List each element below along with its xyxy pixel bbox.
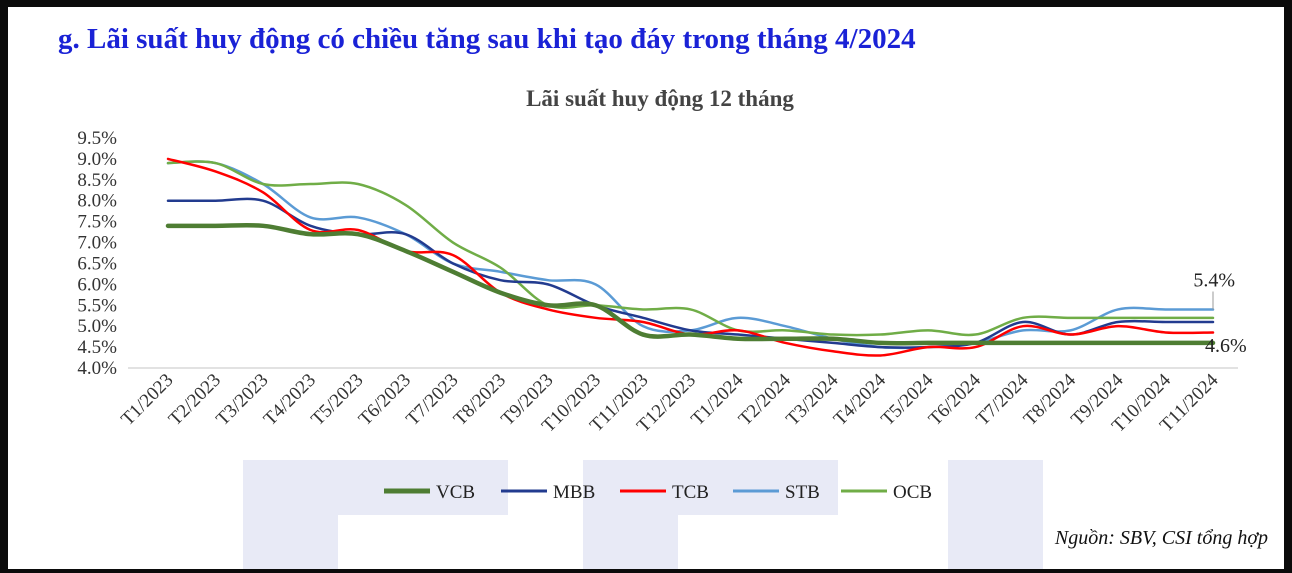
- x-tick-label: T6/2023: [355, 370, 415, 430]
- y-tick-label: 6.5%: [77, 253, 117, 274]
- source-note: Nguồn: SBV, CSI tổng hợp: [1054, 527, 1268, 549]
- x-tick-label: T4/2023: [260, 370, 320, 430]
- y-tick-label: 8.5%: [77, 170, 117, 191]
- x-tick-label: T2/2023: [165, 370, 225, 430]
- x-axis: T1/2023T2/2023T3/2023T4/2023T5/2023T6/20…: [117, 369, 1223, 436]
- series-line-ocb: [166, 160, 1215, 337]
- x-tick-label: T4/2024: [830, 369, 891, 430]
- data-label-vcb: 4.6%: [1205, 335, 1247, 357]
- watermark-bar-5: [948, 460, 1043, 569]
- x-tick-label: T2/2024: [735, 369, 796, 430]
- series-line-mbb: [166, 197, 1215, 349]
- y-tick-label: 4.0%: [77, 358, 117, 379]
- x-tick-label: T5/2024: [877, 369, 938, 430]
- x-tick-label: T1/2023: [117, 370, 177, 430]
- legend-label-vcb: VCB: [436, 482, 475, 503]
- data-labels: 5.4% 4.6%: [1193, 269, 1246, 356]
- legend-label-ocb: OCB: [893, 482, 932, 503]
- legend: VCB MBB TCB STB OCB: [384, 482, 932, 503]
- y-tick-label: 4.5%: [77, 337, 117, 358]
- x-tick-label: T8/2024: [1020, 369, 1081, 430]
- y-tick-label: 9.0%: [77, 149, 117, 170]
- y-tick-label: 9.5%: [77, 128, 117, 149]
- data-label-stb: 5.4%: [1193, 269, 1235, 291]
- watermark-bar-2: [243, 460, 508, 515]
- y-tick-label: 6.0%: [77, 274, 117, 295]
- line-chart: Lãi suất huy động 12 tháng 4.0%4.5%5.0%5…: [77, 86, 1246, 503]
- series-line-tcb: [166, 157, 1215, 357]
- y-axis: 4.0%4.5%5.0%5.5%6.0%6.5%7.0%7.5%8.0%8.5%…: [77, 128, 117, 379]
- page-heading: g. Lãi suất huy động có chiều tăng sau k…: [58, 23, 916, 55]
- x-tick-label: T5/2023: [307, 370, 367, 430]
- x-tick-label: T3/2024: [782, 369, 843, 430]
- slide-frame: g. Lãi suất huy động có chiều tăng sau k…: [8, 7, 1284, 569]
- y-tick-label: 8.0%: [77, 191, 117, 212]
- y-tick-label: 7.0%: [77, 233, 117, 254]
- series-group: [165, 157, 1216, 357]
- series-line-vcb: [165, 222, 1216, 346]
- x-tick-label: T7/2024: [972, 369, 1033, 430]
- chart-title: Lãi suất huy động 12 tháng: [526, 86, 794, 111]
- y-tick-label: 7.5%: [77, 212, 117, 233]
- watermark-bar-4: [583, 460, 838, 515]
- legend-label-tcb: TCB: [672, 482, 709, 503]
- x-tick-label: T3/2023: [212, 370, 272, 430]
- x-tick-label: T8/2023: [450, 370, 510, 430]
- y-tick-label: 5.0%: [77, 316, 117, 337]
- x-tick-label: T6/2024: [925, 369, 986, 430]
- legend-label-stb: STB: [785, 482, 820, 503]
- y-tick-label: 5.5%: [77, 295, 117, 316]
- x-tick-label: T7/2023: [402, 370, 462, 430]
- series-line-stb: [166, 160, 1215, 350]
- x-tick-label: T1/2024: [687, 369, 748, 430]
- legend-label-mbb: MBB: [553, 482, 595, 503]
